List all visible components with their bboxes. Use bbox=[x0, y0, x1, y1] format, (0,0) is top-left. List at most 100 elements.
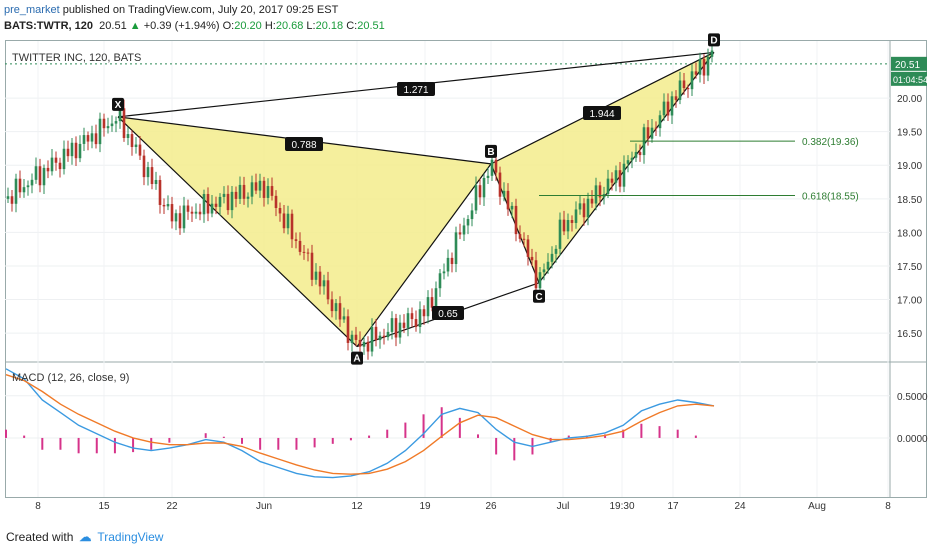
candle-body bbox=[523, 239, 526, 240]
candle-body bbox=[327, 280, 330, 299]
candle-body bbox=[543, 269, 546, 272]
candle-body bbox=[339, 303, 342, 319]
x-tick-label: 22 bbox=[166, 501, 178, 512]
candle-body bbox=[651, 128, 654, 139]
candle-body bbox=[483, 178, 486, 197]
candle-body bbox=[83, 135, 86, 144]
candle-body bbox=[415, 319, 418, 327]
point-label-b: B bbox=[487, 147, 494, 158]
candle-body bbox=[487, 176, 490, 178]
candle-body bbox=[335, 303, 338, 311]
candle-body bbox=[75, 143, 78, 158]
point-label-d: D bbox=[710, 35, 717, 46]
candle-body bbox=[587, 199, 590, 218]
candle-body bbox=[27, 185, 30, 187]
candle-body bbox=[87, 135, 90, 141]
candle-body bbox=[607, 179, 610, 194]
candle-body bbox=[59, 163, 62, 169]
candle-body bbox=[411, 313, 414, 319]
candle-body bbox=[391, 318, 394, 332]
candle-body bbox=[235, 192, 238, 199]
point-label-c: C bbox=[535, 292, 542, 303]
candle-body bbox=[707, 57, 710, 76]
candle-body bbox=[619, 170, 622, 186]
candle-body bbox=[239, 185, 242, 199]
candle-body bbox=[315, 272, 318, 280]
candle-body bbox=[511, 206, 514, 209]
x-tick-label: 19 bbox=[419, 501, 431, 512]
candle-body bbox=[111, 124, 114, 127]
macd-panel: 0.50000.0000 bbox=[5, 369, 928, 478]
candle-body bbox=[419, 309, 422, 327]
candle-body bbox=[531, 257, 534, 260]
candle-body bbox=[583, 203, 586, 217]
candle-body bbox=[279, 208, 282, 213]
footer: Created with ☁ TradingView bbox=[6, 530, 163, 544]
candle-body bbox=[627, 160, 630, 164]
candle-body bbox=[7, 196, 10, 199]
x-tick-label: 19:30 bbox=[609, 501, 634, 512]
candle-body bbox=[195, 212, 198, 214]
y-tick-label: 17.00 bbox=[897, 296, 922, 307]
x-tick-label: Jul bbox=[557, 501, 570, 512]
candle-body bbox=[215, 204, 218, 207]
candle-body bbox=[19, 179, 22, 193]
candle-body bbox=[395, 318, 398, 337]
candle-body bbox=[91, 133, 94, 141]
candle-body bbox=[299, 241, 302, 252]
candle-body bbox=[179, 213, 182, 228]
candle-body bbox=[135, 145, 138, 147]
point-label-x: X bbox=[115, 100, 122, 111]
candle-body bbox=[115, 121, 118, 123]
candle-body bbox=[555, 249, 558, 254]
y-tick-label: 18.50 bbox=[897, 195, 922, 206]
candle-body bbox=[611, 179, 614, 183]
candle-body bbox=[595, 185, 598, 203]
candle-body bbox=[623, 164, 626, 187]
y-tick-label: 19.50 bbox=[897, 128, 922, 139]
candle-body bbox=[139, 145, 142, 156]
candle-body bbox=[491, 160, 494, 176]
candle-body bbox=[159, 180, 162, 205]
candle-body bbox=[47, 168, 50, 171]
candle-body bbox=[43, 168, 46, 185]
candle-body bbox=[635, 152, 638, 158]
candle-body bbox=[31, 180, 34, 186]
candle-body bbox=[475, 185, 478, 210]
candle-body bbox=[399, 323, 402, 338]
candle-body bbox=[207, 194, 210, 214]
candle-body bbox=[275, 196, 278, 208]
tradingview-logo-icon[interactable]: ☁ bbox=[79, 530, 91, 544]
candle-body bbox=[671, 96, 674, 115]
candle-body bbox=[383, 336, 386, 337]
candle-body bbox=[699, 59, 702, 75]
candle-body bbox=[455, 232, 458, 264]
candle-body bbox=[287, 214, 290, 228]
candle-body bbox=[15, 179, 18, 204]
candle-body bbox=[351, 335, 354, 343]
candle-body bbox=[283, 213, 286, 228]
ratio-label: 1.944 bbox=[589, 109, 614, 120]
grid-lines bbox=[5, 41, 927, 497]
candle-body bbox=[447, 258, 450, 272]
x-tick-label: Jun bbox=[256, 501, 272, 512]
x-tick-label: 8 bbox=[885, 501, 891, 512]
candle-body bbox=[507, 191, 510, 210]
macd-y-tick-label: 0.5000 bbox=[897, 392, 928, 403]
candle-body bbox=[203, 194, 206, 214]
candle-body bbox=[495, 160, 498, 173]
y-tick-label: 19.00 bbox=[897, 161, 922, 172]
point-label-a: A bbox=[353, 354, 360, 365]
candle-body bbox=[503, 191, 506, 197]
tradingview-brand[interactable]: TradingView bbox=[97, 530, 163, 544]
candle-body bbox=[271, 186, 274, 196]
macd-title: MACD (12, 26, close, 9) bbox=[12, 372, 129, 384]
candle-body bbox=[535, 260, 538, 288]
candle-body bbox=[227, 194, 230, 210]
macd-line bbox=[6, 369, 714, 478]
candle-body bbox=[359, 340, 362, 347]
candle-body bbox=[311, 253, 314, 280]
candle-body bbox=[163, 205, 166, 206]
ratio-label: 1.271 bbox=[403, 85, 428, 96]
